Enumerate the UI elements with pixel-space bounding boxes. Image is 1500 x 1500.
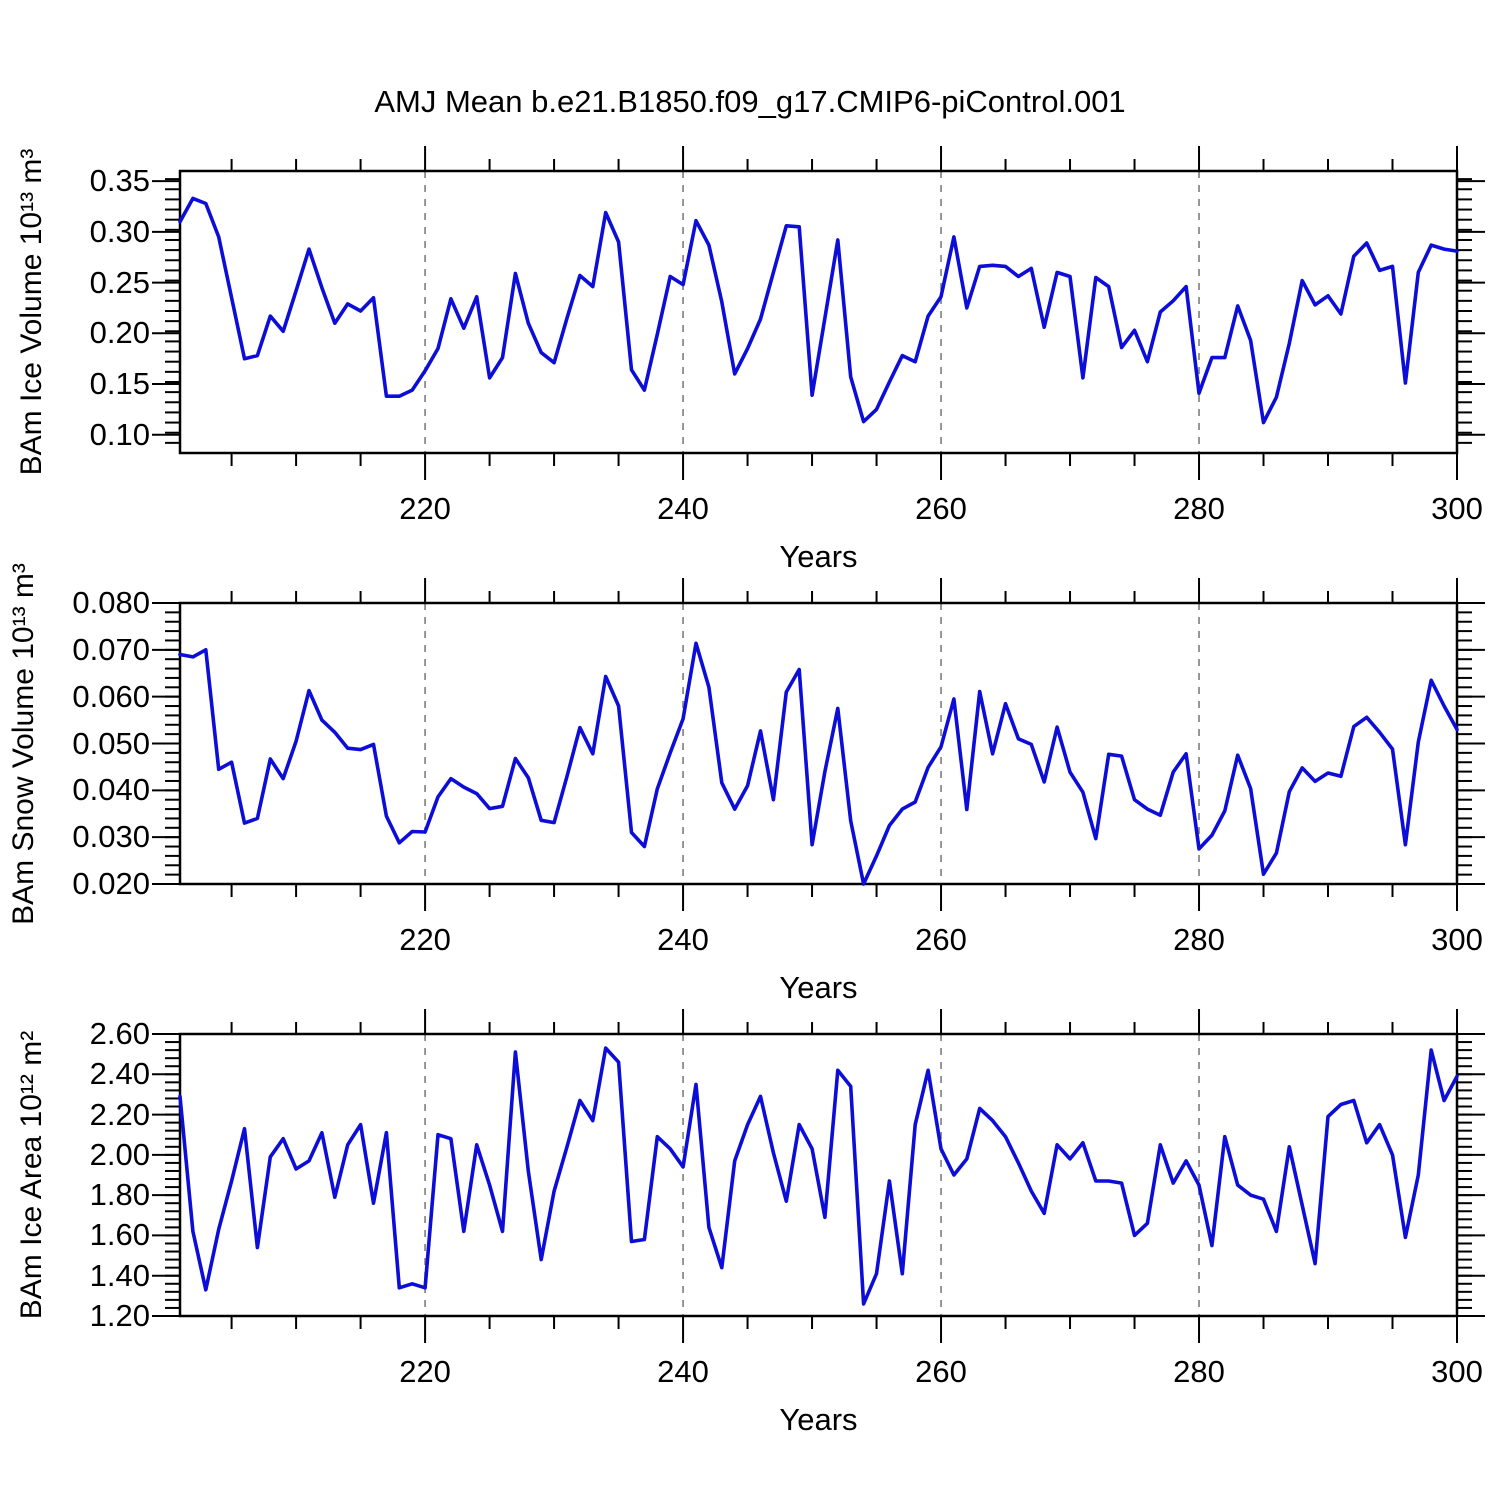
snow_volume-ytick-label: 0.050 (72, 725, 150, 761)
ice_volume-ytick-label: 0.35 (89, 163, 150, 199)
snow_volume-ytick-label: 0.060 (72, 678, 150, 714)
ice_volume-xtick-label: 240 (657, 491, 709, 526)
ice_volume-series-line (178, 196, 1459, 425)
snow_volume-xtick-label: 300 (1431, 922, 1483, 957)
ice_volume-xtick-label: 260 (915, 491, 967, 526)
ice_area-ytick-label: 2.60 (89, 1016, 150, 1051)
ice_area-ytick-label: 1.20 (89, 1298, 150, 1333)
ice_volume-ytick-label: 0.20 (89, 315, 150, 351)
ice_area-xaxis-title: Years (779, 1402, 858, 1437)
ice_area-xtick-label: 280 (1173, 1354, 1225, 1389)
ice_area-series-line (178, 1046, 1459, 1306)
snow_volume-xaxis-title: Years (779, 970, 858, 1005)
snow_volume-ytick-label: 0.040 (72, 772, 150, 808)
ice_volume-ytick-label: 0.30 (89, 213, 150, 249)
ice_area-xtick-label: 220 (399, 1354, 451, 1389)
ice_area-ytick-label: 2.20 (89, 1096, 150, 1132)
ice_volume-xtick-label: 220 (399, 491, 451, 526)
ice_volume-ytick-label: 0.15 (89, 366, 150, 402)
ice_area-yaxis-title: BAm Ice Area 10¹² m² (15, 1030, 48, 1320)
ice_volume-xtick-label: 280 (1173, 491, 1225, 526)
plot-box (178, 169, 1459, 455)
snow_volume-series-line (178, 641, 1459, 886)
ice_area-ytick-label: 1.40 (89, 1257, 150, 1293)
ice_volume-panel (152, 146, 1485, 480)
ice_area-panel (152, 1009, 1485, 1343)
snow_volume-xtick-label: 260 (915, 922, 967, 957)
snow_volume-xtick-label: 280 (1173, 922, 1225, 957)
ice_area-xtick-label: 300 (1431, 1354, 1483, 1389)
snow_volume-ytick-label: 0.030 (72, 819, 150, 855)
snow_volume-ytick-label: 0.080 (72, 585, 150, 620)
ice_area-ytick-label: 2.40 (89, 1056, 150, 1092)
snow_volume-xtick-label: 220 (399, 922, 451, 957)
ice_area-xtick-label: 240 (657, 1354, 709, 1389)
ice_area-ytick-label: 1.80 (89, 1177, 150, 1213)
snow_volume-panel (152, 578, 1485, 911)
plot-box (178, 601, 1459, 886)
ice_area-ytick-label: 1.60 (89, 1217, 150, 1253)
chart-title: AMJ Mean b.e21.B1850.f09_g17.CMIP6-piCon… (374, 84, 1126, 119)
snow_volume-yaxis-title: BAm Snow Volume 10¹³ m³ (7, 562, 40, 925)
snow_volume-ytick-label: 0.020 (72, 866, 150, 901)
ice_area-ytick-label: 2.00 (89, 1136, 150, 1172)
ice_volume-xaxis-title: Years (779, 539, 858, 574)
ice_volume-ytick-label: 0.25 (89, 264, 150, 300)
ice_volume-xtick-label: 300 (1431, 491, 1483, 526)
ice_volume-ytick-label: 0.10 (89, 416, 150, 452)
snow_volume-xtick-label: 240 (657, 922, 709, 957)
ice_volume-yaxis-title: BAm Ice Volume 10¹³ m³ (15, 148, 48, 476)
plot-box (178, 1032, 1459, 1318)
snow_volume-ytick-label: 0.070 (72, 631, 150, 667)
ice_area-xtick-label: 260 (915, 1354, 967, 1389)
